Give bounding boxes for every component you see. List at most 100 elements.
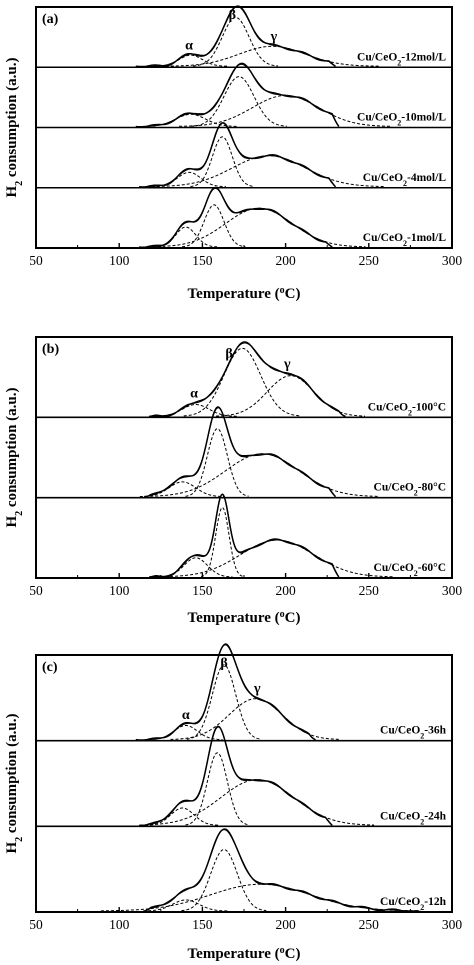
fit-envelope: [135, 63, 340, 127]
fit-envelope: [144, 828, 419, 912]
x-tick-label: 100: [109, 583, 130, 598]
series-label: Cu/CeO2-36h: [380, 725, 447, 741]
x-tick-label: 50: [29, 917, 43, 932]
fit-envelope: [139, 122, 336, 188]
fit-peak-3: [151, 155, 386, 188]
series-label: Cu/CeO2-12mol/L: [357, 51, 446, 67]
x-tick-label: 150: [192, 917, 213, 932]
x-tick-label: 50: [29, 583, 43, 598]
series-4: Cu/CeO2-1mol/L: [139, 186, 447, 249]
x-tick-label: 250: [359, 583, 380, 598]
fit-peak-3: [140, 779, 374, 826]
x-axis-label: Temperature (oC): [188, 945, 301, 963]
series-label: Cu/CeO2-100°C: [368, 401, 446, 417]
series-label: Cu/CeO2-4mol/L: [363, 172, 447, 188]
fit-peak-2: [191, 76, 287, 127]
series-label: Cu/CeO2-60°C: [374, 562, 446, 578]
peak-label-2: β: [220, 656, 227, 671]
fit-peak-1: [153, 226, 218, 248]
fit-envelope: [139, 726, 333, 826]
x-tick-label: 250: [359, 253, 380, 268]
fit-peak-1: [151, 171, 226, 188]
series-label: Cu/CeO2-80°C: [374, 482, 446, 498]
peak-label-3: γ: [253, 681, 261, 696]
fit-peak-2: [186, 664, 261, 740]
profile-line: [143, 828, 419, 913]
fit-envelope: [149, 493, 340, 578]
peak-label-1: α: [190, 386, 198, 401]
peak-label-1: α: [182, 708, 190, 723]
series-2: Cu/CeO2-80°C: [139, 406, 446, 498]
fit-peak-1: [139, 481, 225, 498]
fit-peak-3: [145, 453, 379, 497]
profile-line: [135, 643, 316, 742]
fit-peak-2: [182, 204, 246, 248]
series-1: Cu/CeO2-100°C: [149, 341, 446, 418]
panel-label: (b): [42, 342, 59, 357]
series-1: Cu/CeO2-12mol/L: [135, 5, 446, 68]
profile-line: [139, 122, 337, 188]
panel-2: Cu/CeO2-100°C Cu/CeO2-80°C Cu/CeO2-60°C 50 1…: [4, 336, 463, 627]
series-2: Cu/CeO2-24h: [139, 725, 447, 827]
profile-line: [135, 62, 340, 129]
series-3: Cu/CeO2-4mol/L: [139, 122, 447, 188]
profile-line: [139, 186, 333, 249]
fit-peak-2: [185, 428, 249, 497]
series-label: Cu/CeO2-24h: [380, 810, 447, 826]
plot-frame: [35, 336, 453, 579]
x-tick-label: 150: [192, 253, 213, 268]
x-tick-label: 250: [359, 917, 380, 932]
peak-label-2: β: [229, 8, 236, 23]
x-tick-label: 200: [275, 253, 296, 268]
series-3: Cu/CeO2-60°C: [149, 493, 446, 578]
x-axis-label: Temperature (oC): [188, 285, 301, 303]
panel-label: (c): [42, 660, 58, 675]
profile-line: [149, 493, 340, 578]
x-axis-label: Temperature (oC): [188, 609, 301, 627]
peak-label-3: γ: [283, 357, 291, 372]
fit-peak-1: [153, 54, 228, 67]
profile-line: [149, 341, 346, 418]
profile-line: [144, 406, 337, 498]
panel-label: (a): [42, 12, 59, 27]
y-axis-label: H2 consumption (a.u.): [4, 57, 25, 197]
x-tick-label: 150: [192, 583, 213, 598]
series-label: Cu/CeO2-10mol/L: [357, 112, 446, 128]
fit-envelope: [149, 342, 346, 417]
fit-peak-3: [100, 883, 421, 912]
fit-envelope: [139, 188, 333, 248]
fit-peak-2: [183, 347, 301, 417]
x-tick-label: 300: [442, 253, 463, 268]
fit-peak-3: [216, 375, 365, 417]
fit-peak-3: [165, 45, 379, 67]
fit-peak-3: [160, 539, 394, 578]
series-1: Cu/CeO2-36h: [135, 643, 447, 742]
fit-peak-2: [200, 507, 244, 578]
series-2: Cu/CeO2-10mol/L: [135, 62, 446, 129]
fit-peak-1: [153, 404, 239, 417]
fit-peak-2: [185, 752, 249, 826]
fit-peak-1: [145, 807, 220, 826]
x-tick-label: 300: [442, 917, 463, 932]
x-tick-label: 100: [109, 253, 130, 268]
series-label: Cu/CeO2-12h: [380, 896, 447, 912]
peak-label-2: β: [225, 346, 232, 361]
peak-label-1: α: [185, 38, 193, 53]
fit-peak-2: [190, 136, 254, 187]
y-axis-label: H2 consumption (a.u.): [4, 387, 25, 527]
fit-peak-3: [170, 698, 341, 740]
x-tick-label: 100: [109, 917, 130, 932]
x-tick-label: 200: [275, 917, 296, 932]
plot-frame: [35, 654, 453, 913]
profile-line: [139, 725, 333, 827]
panel-3: Cu/CeO2-36h Cu/CeO2-24h Cu/CeO2-12h 50 100 15…: [4, 643, 463, 963]
series-label: Cu/CeO2-1mol/L: [363, 232, 447, 248]
series-3: Cu/CeO2-12h: [100, 828, 447, 913]
peak-label-3: γ: [270, 30, 278, 45]
x-tick-label: 300: [442, 583, 463, 598]
fit-peak-2: [181, 849, 267, 912]
fit-peak-2: [193, 16, 278, 67]
y-axis-label: H2 consumption (a.u.): [4, 713, 25, 853]
x-tick-label: 200: [275, 583, 296, 598]
